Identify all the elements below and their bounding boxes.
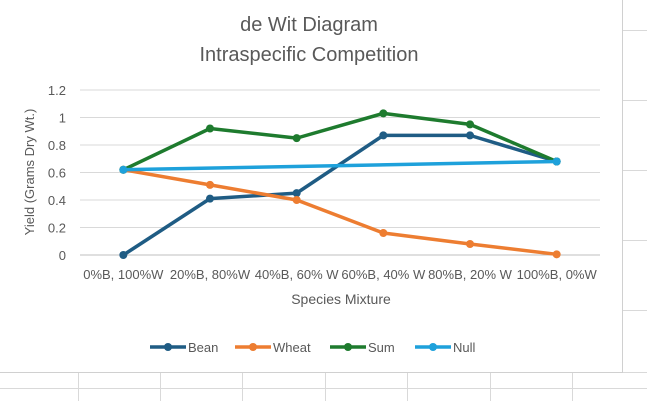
- legend-label-wheat: Wheat: [273, 340, 311, 355]
- data-point-wheat[interactable]: [552, 250, 561, 259]
- data-point-sum[interactable]: [206, 124, 214, 133]
- y-tick-label: 0.2: [48, 221, 66, 236]
- x-tick-label: 40%B, 60% W: [255, 267, 340, 282]
- legend-marker-wheat: [249, 343, 257, 351]
- x-tick-label: 100%B, 0%W: [517, 267, 598, 282]
- series-group: [119, 109, 561, 259]
- sheet-row-line: [622, 30, 647, 31]
- sheet-row-line: [622, 310, 647, 311]
- y-axis-label: Yield (Grams Dry Wt.): [22, 109, 37, 236]
- y-tick-labels: 0 0.2 0.4 0.6 0.8 1 1.2: [48, 83, 66, 263]
- y-tick-label: 0: [59, 248, 66, 263]
- series-line-wheat[interactable]: [123, 168, 557, 257]
- y-tick-label: 0.4: [48, 193, 66, 208]
- sheet-row-line: [622, 170, 647, 171]
- x-tick-label: 20%B, 80%W: [170, 267, 251, 282]
- data-point-wheat[interactable]: [292, 196, 301, 204]
- data-point-bean[interactable]: [466, 131, 474, 140]
- line-chart: de Wit Diagram Intraspecific Competition…: [22, 14, 600, 355]
- x-tick-label: 0%B, 100%W: [83, 267, 164, 282]
- data-point-bean[interactable]: [206, 194, 214, 203]
- legend-label-bean: Bean: [188, 340, 218, 355]
- legend-marker-null: [429, 343, 437, 351]
- data-point-wheat[interactable]: [206, 180, 214, 189]
- data-point-sum[interactable]: [466, 120, 474, 129]
- data-point-bean[interactable]: [292, 189, 301, 198]
- chart-title-line-1: de Wit Diagram: [240, 14, 378, 36]
- y-tick-label: 1.2: [48, 83, 66, 98]
- x-axis-label: Species Mixture: [291, 291, 391, 307]
- sheet-row-line: [622, 100, 647, 101]
- series-line-sum[interactable]: [122, 111, 558, 172]
- x-tick-label: 80%B, 20% W: [428, 267, 513, 282]
- y-tick-label: 0.6: [48, 166, 66, 181]
- gridlines: [80, 89, 600, 256]
- legend-label-sum: Sum: [368, 340, 395, 355]
- x-tick-labels: 0%B, 100%W 20%B, 80%W 40%B, 60% W 60%B, 40%…: [83, 267, 597, 282]
- sheet-row-line: [622, 240, 647, 241]
- y-tick-label: 0.8: [48, 138, 66, 153]
- legend[interactable]: Bean Wheat Sum Null: [150, 340, 476, 355]
- data-point-sum[interactable]: [379, 109, 388, 118]
- legend-marker-sum: [344, 343, 352, 351]
- data-point-bean[interactable]: [379, 131, 388, 140]
- chart-object[interactable]: de Wit Diagram Intraspecific Competition…: [0, 0, 623, 373]
- legend-marker-bean: [164, 343, 172, 351]
- series-line-null[interactable]: [123, 159, 557, 172]
- y-tick-label: 1: [59, 111, 66, 126]
- sheet-row-line: [0, 388, 647, 389]
- data-point-wheat[interactable]: [379, 229, 388, 237]
- chart-title-line-2: Intraspecific Competition: [200, 44, 419, 66]
- legend-label-null: Null: [453, 340, 476, 355]
- series-line-bean[interactable]: [122, 133, 558, 257]
- data-point-null[interactable]: [552, 157, 561, 166]
- x-tick-label: 60%B, 40% W: [341, 267, 426, 282]
- data-point-bean[interactable]: [119, 251, 128, 259]
- data-point-null[interactable]: [119, 165, 128, 174]
- data-point-wheat[interactable]: [466, 240, 474, 248]
- data-point-sum[interactable]: [292, 134, 301, 143]
